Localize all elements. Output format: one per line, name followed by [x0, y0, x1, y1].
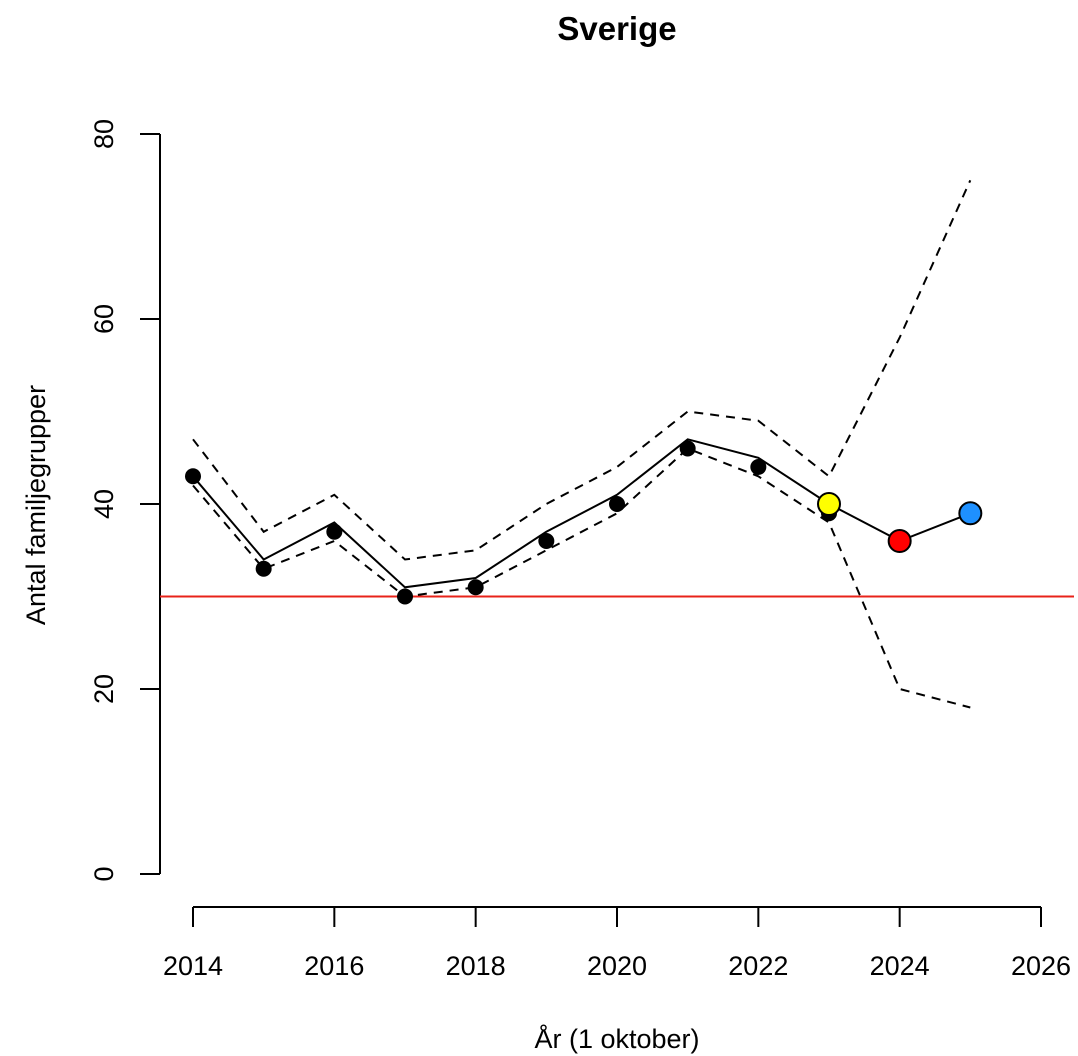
x-tick-label: 2014	[163, 951, 223, 981]
x-tick-label: 2020	[587, 951, 647, 981]
observed-point	[467, 579, 484, 596]
observed-point	[255, 560, 272, 577]
estimate-line	[192, 438, 971, 589]
x-tick-label: 2022	[728, 951, 788, 981]
x-axis-label: År (1 oktober)	[534, 1023, 699, 1054]
observed-point	[326, 523, 343, 540]
y-tick-label: 80	[89, 119, 119, 149]
observed-point	[750, 459, 767, 475]
highlight-point	[817, 492, 841, 516]
x-tick-label: 2016	[304, 951, 364, 981]
x-tick-label: 2018	[446, 951, 506, 981]
lower-bound-line	[192, 447, 971, 709]
upper-bound-line	[192, 179, 972, 561]
highlight-point	[887, 529, 912, 553]
observed-point	[397, 588, 413, 605]
x-tick-label: 2024	[870, 951, 930, 981]
y-axis: 0 20 40 60 80	[89, 119, 161, 882]
x-axis: 2014 2016 2018 2020 2022 2024 2026	[163, 906, 1071, 981]
observed-point	[185, 468, 201, 485]
observed-point	[538, 533, 555, 549]
y-axis-label: Antal familjegrupper	[21, 385, 51, 625]
plot-area	[160, 179, 1074, 709]
y-tick-label: 20	[89, 674, 119, 704]
y-tick-label: 40	[89, 489, 119, 519]
chart-title: Sverige	[557, 10, 676, 47]
highlight-point	[958, 501, 983, 526]
y-tick-label: 60	[89, 304, 119, 334]
observed-point	[609, 496, 625, 512]
y-tick-label: 0	[89, 866, 119, 881]
observed-point	[679, 440, 696, 457]
x-tick-label: 2026	[1011, 951, 1071, 981]
